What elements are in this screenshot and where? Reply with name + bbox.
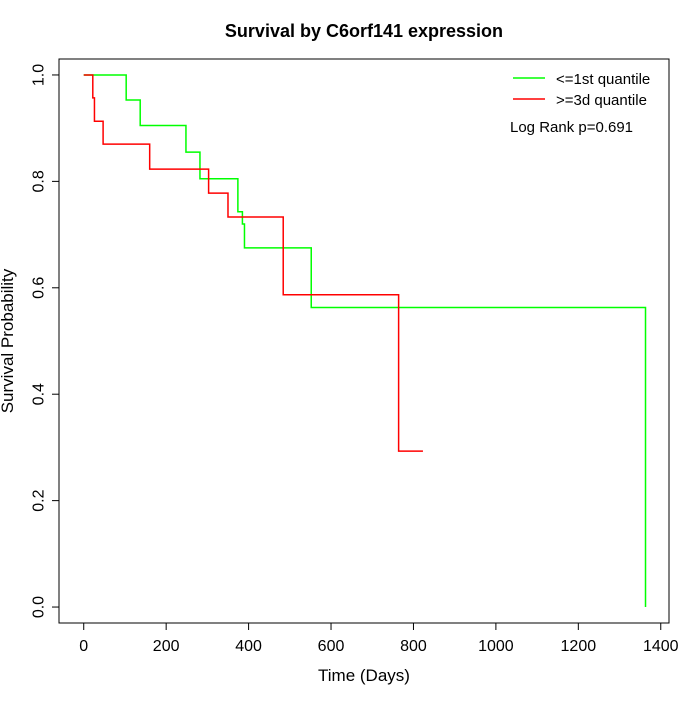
y-tick-label: 0.4 bbox=[31, 383, 48, 405]
x-tick-label: 1200 bbox=[561, 638, 597, 655]
log-rank-annotation: Log Rank p=0.691 bbox=[510, 119, 633, 136]
x-tick-label: 200 bbox=[153, 638, 180, 655]
y-axis-label: Survival Probability bbox=[0, 268, 17, 413]
y-tick-label: 0.8 bbox=[31, 170, 48, 192]
series-line-0 bbox=[83, 74, 647, 608]
x-axis: 0 200 400 600 800 1000 1200 1400 bbox=[79, 622, 679, 655]
series-line-1 bbox=[83, 74, 423, 452]
y-tick-label: 1.0 bbox=[31, 64, 48, 86]
legend-label-low: <=1st quantile bbox=[556, 71, 650, 88]
x-tick-label: 600 bbox=[318, 638, 345, 655]
y-tick-label: 0.0 bbox=[31, 596, 48, 618]
chart-title: Survival by C6orf141 expression bbox=[225, 21, 503, 41]
x-tick-label: 400 bbox=[235, 638, 262, 655]
y-axis: 0.0 0.2 0.4 0.6 0.8 1.0 bbox=[31, 64, 60, 618]
series-layer bbox=[83, 74, 647, 608]
legend-label-high: >=3d quantile bbox=[556, 92, 647, 109]
x-tick-label: 0 bbox=[79, 638, 88, 655]
y-tick-label: 0.6 bbox=[31, 277, 48, 299]
x-tick-label: 800 bbox=[400, 638, 427, 655]
y-tick-label: 0.2 bbox=[31, 489, 48, 511]
x-tick-label: 1000 bbox=[478, 638, 514, 655]
legend: <=1st quantile >=3d quantile bbox=[513, 71, 650, 109]
x-axis-label: Time (Days) bbox=[318, 666, 410, 685]
x-tick-label: 1400 bbox=[643, 638, 679, 655]
